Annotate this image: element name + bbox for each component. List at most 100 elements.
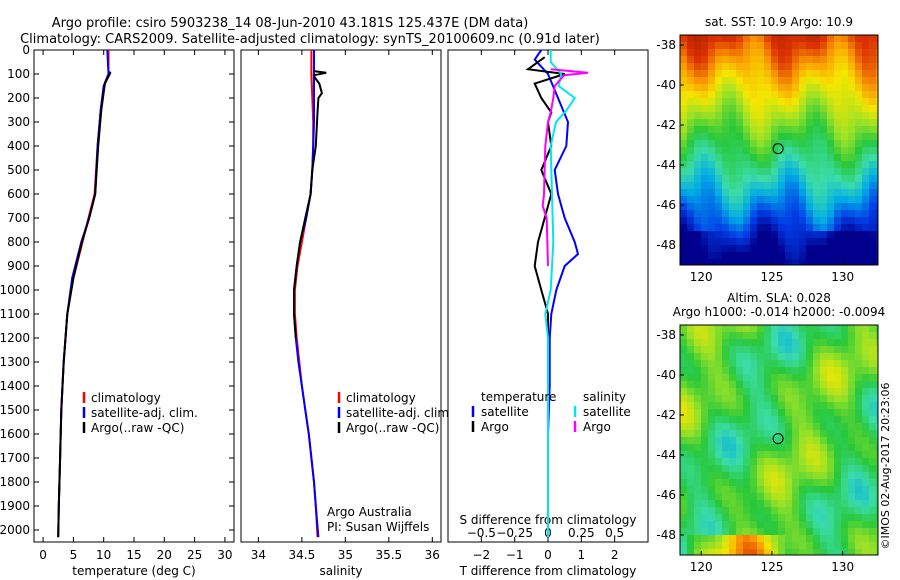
heatmap-cell <box>687 325 694 332</box>
heatmap-cell <box>813 409 820 416</box>
heatmap-cell <box>764 259 771 265</box>
heatmap-cell <box>820 49 827 56</box>
heatmap-cell <box>827 381 834 388</box>
heatmap-cell <box>687 231 694 238</box>
heatmap-cell <box>848 161 855 168</box>
x-tick-label: 120 <box>690 270 713 284</box>
heatmap-cell <box>792 217 799 224</box>
heatmap-cell <box>687 140 694 147</box>
heatmap-cell <box>680 423 687 430</box>
heatmap-cell <box>722 549 729 555</box>
heatmap-cell <box>876 416 878 423</box>
heatmap-cell <box>764 409 771 416</box>
legend-label: satellite <box>583 405 631 419</box>
heatmap-cell <box>869 444 876 451</box>
heatmap-cell <box>722 154 729 161</box>
heatmap-cell <box>680 112 687 119</box>
x-tick-label: 35 <box>338 548 353 562</box>
heatmap-cell <box>778 84 785 91</box>
heatmap-cell <box>778 35 785 42</box>
heatmap-cell <box>708 451 715 458</box>
heatmap-cell <box>827 430 834 437</box>
heatmap-cell <box>841 549 848 555</box>
heatmap-cell <box>813 105 820 112</box>
heatmap-cell <box>785 360 792 367</box>
heatmap-cell <box>736 465 743 472</box>
heatmap-cell <box>750 189 757 196</box>
heatmap-cell <box>701 105 708 112</box>
heatmap-cell <box>694 528 701 535</box>
heatmap-cell <box>876 493 878 500</box>
x-tick-label-T: 2 <box>611 548 619 562</box>
heatmap-cell <box>694 210 701 217</box>
heatmap-cell <box>750 35 757 42</box>
heatmap-cell <box>771 112 778 119</box>
heatmap-cell <box>806 126 813 133</box>
heatmap-cell <box>750 444 757 451</box>
y-tick-label: 2000 <box>0 523 30 537</box>
y-tick-label: 1700 <box>0 451 30 465</box>
heatmap-cell <box>680 84 687 91</box>
heatmap-cell <box>701 231 708 238</box>
heatmap-cell <box>876 332 878 339</box>
heatmap-cell <box>820 451 827 458</box>
heatmap-cell <box>736 252 743 259</box>
legend-label: satellite-adj. clim. <box>91 406 198 420</box>
heatmap-cell <box>687 542 694 549</box>
heatmap-cell <box>743 140 750 147</box>
heatmap-cell <box>813 224 820 231</box>
heatmap-cell <box>708 105 715 112</box>
heatmap-cell <box>750 238 757 245</box>
heatmap-cell <box>680 189 687 196</box>
heatmap-cell <box>743 451 750 458</box>
heatmap-cell <box>722 35 729 42</box>
heatmap-cell <box>792 388 799 395</box>
heatmap-cell <box>813 84 820 91</box>
heatmap-cell <box>750 203 757 210</box>
heatmap-cell <box>729 189 736 196</box>
heatmap-cell <box>722 332 729 339</box>
heatmap-cell <box>855 339 862 346</box>
heatmap-cell <box>869 84 876 91</box>
heatmap-cell <box>764 528 771 535</box>
heatmap-cell <box>813 161 820 168</box>
heatmap-cell <box>736 140 743 147</box>
heatmap-cell <box>806 332 813 339</box>
heatmap-cell <box>785 388 792 395</box>
heatmap-cell <box>869 217 876 224</box>
heatmap-cell <box>701 203 708 210</box>
heatmap-cell <box>750 472 757 479</box>
heatmap-cell <box>848 70 855 77</box>
heatmap-cell <box>708 458 715 465</box>
heatmap-cell <box>701 119 708 126</box>
heatmap-cell <box>778 514 785 521</box>
heatmap-cell <box>855 259 862 265</box>
x-tick-label: 25 <box>187 548 202 562</box>
heatmap-cell <box>764 472 771 479</box>
heatmap-cell <box>764 360 771 367</box>
heatmap-cell <box>687 360 694 367</box>
heatmap-cell <box>806 465 813 472</box>
heatmap-cell <box>876 374 878 381</box>
heatmap-cell <box>764 437 771 444</box>
heatmap-cell <box>687 395 694 402</box>
heatmap-cell <box>729 507 736 514</box>
heatmap-cell <box>869 35 876 42</box>
heatmap-cell <box>848 542 855 549</box>
heatmap-cell <box>813 245 820 252</box>
heatmap-cell <box>834 252 841 259</box>
heatmap-cell <box>750 84 757 91</box>
heatmap-cell <box>750 528 757 535</box>
heatmap-cell <box>736 35 743 42</box>
heatmap-cell <box>736 231 743 238</box>
heatmap-cell <box>806 458 813 465</box>
heatmap-cell <box>680 465 687 472</box>
heatmap-cell <box>820 528 827 535</box>
heatmap-cell <box>862 189 869 196</box>
heatmap-cell <box>771 388 778 395</box>
heatmap-cell <box>876 535 878 542</box>
heatmap-cell <box>694 479 701 486</box>
heatmap-cell <box>785 252 792 259</box>
heatmap-cell <box>785 493 792 500</box>
